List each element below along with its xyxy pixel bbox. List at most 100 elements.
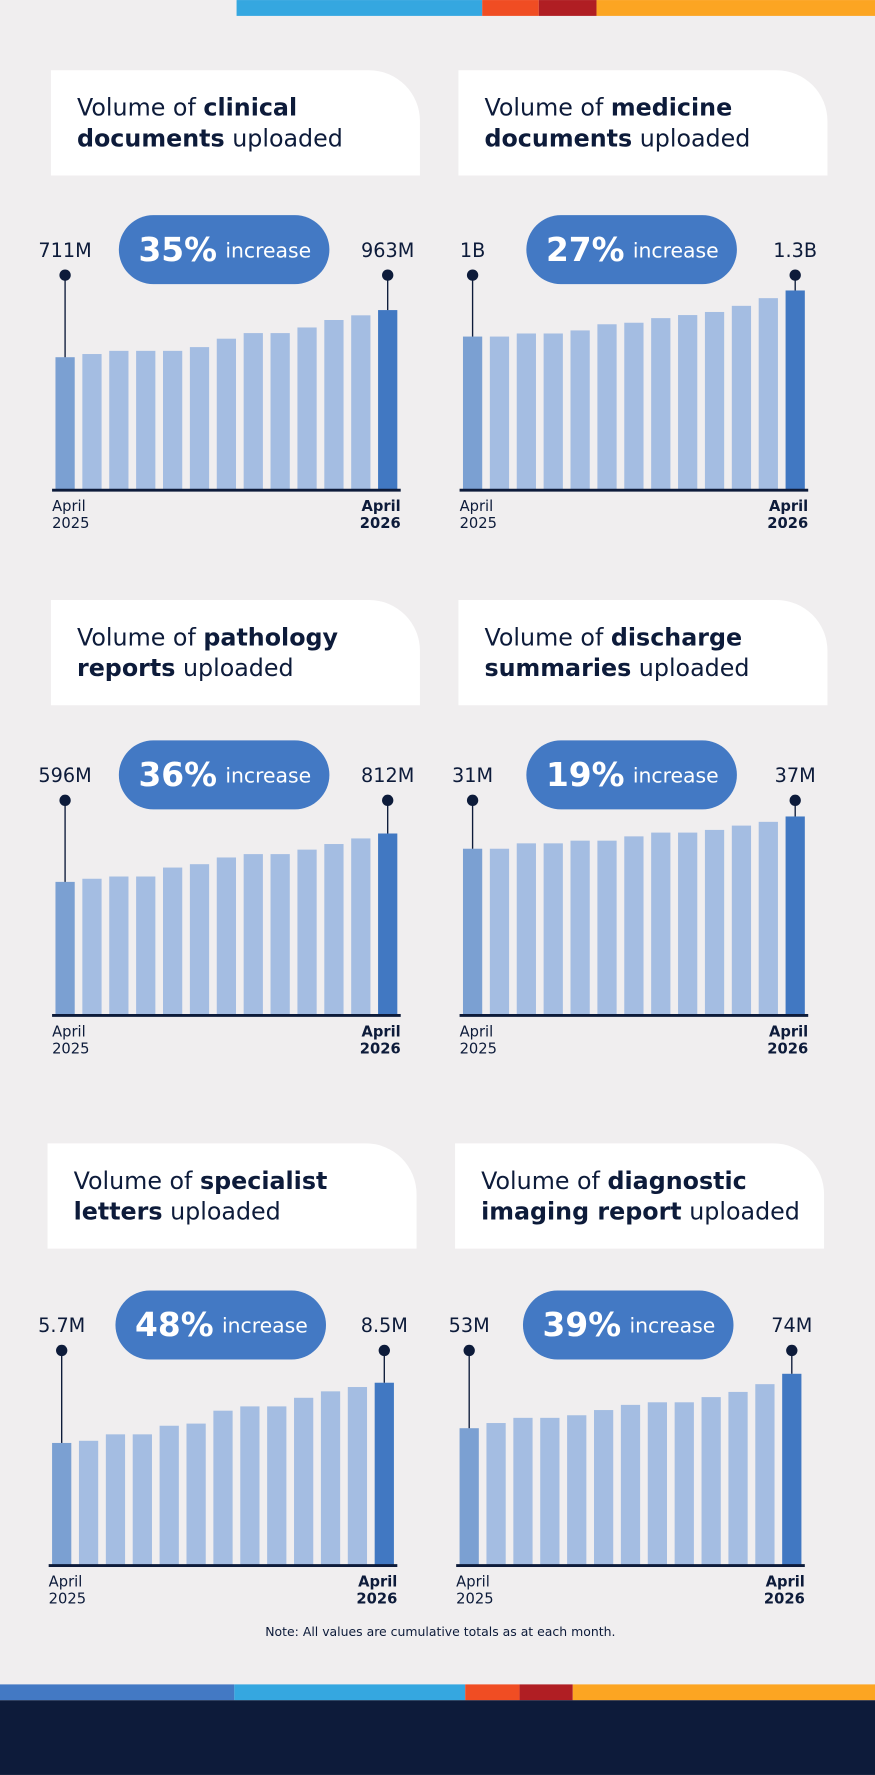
title-bold: summaries bbox=[484, 654, 631, 682]
bar bbox=[782, 1373, 802, 1566]
bar bbox=[731, 305, 752, 491]
bottom-stripe bbox=[0, 1684, 875, 1775]
bar bbox=[462, 336, 483, 491]
title-bold: diagnostic bbox=[608, 1166, 747, 1194]
title-bold: documents bbox=[77, 124, 225, 152]
badge bbox=[118, 740, 330, 810]
tick-line: 2025 bbox=[456, 1590, 493, 1607]
bar bbox=[516, 843, 536, 1016]
bar bbox=[570, 840, 590, 1016]
title-card bbox=[50, 70, 420, 176]
title-tail: uploaded bbox=[232, 124, 343, 152]
tick-line: 2025 bbox=[52, 515, 89, 532]
title-bold: reports bbox=[77, 654, 175, 682]
chart-title: documents uploaded bbox=[484, 124, 750, 152]
bar bbox=[489, 848, 510, 1016]
value-label: 31M bbox=[452, 764, 493, 787]
change-text: increase bbox=[633, 238, 719, 262]
bar bbox=[351, 838, 371, 1016]
bar bbox=[516, 333, 536, 491]
bar bbox=[624, 322, 644, 491]
title-bold: letters bbox=[74, 1197, 163, 1225]
tick-line: April bbox=[766, 1574, 805, 1591]
bar bbox=[243, 333, 263, 491]
tick-line: April bbox=[52, 498, 86, 515]
badge bbox=[118, 215, 330, 285]
value-label: 8.5M bbox=[361, 1314, 408, 1337]
bar bbox=[758, 298, 778, 491]
x-tick-label: April 2026 bbox=[767, 498, 808, 532]
leader-dot bbox=[789, 794, 801, 806]
bar bbox=[620, 1404, 641, 1566]
x-tick-label: April 2026 bbox=[764, 1574, 805, 1608]
bar bbox=[324, 319, 344, 491]
leader-dot bbox=[56, 1344, 68, 1357]
bar bbox=[213, 1410, 233, 1566]
value-label: 596M bbox=[38, 764, 91, 787]
bar bbox=[52, 1442, 72, 1566]
bar bbox=[543, 333, 563, 491]
title-bold: pathology bbox=[203, 623, 338, 651]
x-tick-label: April 2026 bbox=[360, 498, 401, 532]
tick-line: April bbox=[769, 498, 808, 515]
value-label: 74M bbox=[771, 1314, 812, 1337]
bar bbox=[82, 878, 102, 1016]
bar bbox=[570, 330, 590, 491]
bar bbox=[459, 1428, 479, 1566]
chart-title: summaries uploaded bbox=[484, 654, 749, 682]
leader-dot bbox=[382, 269, 394, 281]
tick-line: 2026 bbox=[360, 515, 401, 532]
x-tick-label: April 2025 bbox=[52, 1023, 89, 1057]
change: 19% bbox=[546, 756, 625, 794]
chart-title: reports uploaded bbox=[77, 654, 294, 682]
title-lead: Volume of bbox=[74, 1166, 193, 1194]
chart: Volume of medicine documents uploaded 27% i… bbox=[458, 70, 828, 532]
bar bbox=[320, 1391, 341, 1566]
title-card bbox=[458, 70, 828, 176]
badge bbox=[526, 740, 737, 810]
tick-line: 2025 bbox=[460, 1040, 497, 1057]
bar bbox=[270, 854, 290, 1016]
title-lead: Volume of bbox=[484, 623, 603, 651]
value-label: 963M bbox=[361, 239, 414, 262]
change: 35% bbox=[138, 231, 217, 269]
bar bbox=[105, 1434, 126, 1566]
x-tick-label: April 2025 bbox=[460, 1023, 497, 1057]
change-text: increase bbox=[222, 1314, 308, 1338]
leader-dot bbox=[382, 794, 394, 806]
bar bbox=[785, 816, 805, 1016]
tick-line: 2026 bbox=[360, 1040, 401, 1057]
bar bbox=[597, 840, 617, 1016]
tick-line: 2026 bbox=[764, 1590, 805, 1607]
tick-line: 2026 bbox=[767, 1040, 808, 1057]
bar bbox=[109, 350, 129, 491]
bar bbox=[651, 318, 671, 491]
bar bbox=[347, 1387, 368, 1566]
bar bbox=[513, 1417, 533, 1566]
bar bbox=[785, 290, 805, 491]
tick-line: April bbox=[769, 1023, 808, 1040]
value-label: 5.7M bbox=[38, 1314, 85, 1337]
title-card bbox=[47, 1143, 417, 1249]
leader-dot bbox=[466, 269, 479, 281]
title-lead: Volume of bbox=[484, 93, 603, 121]
bar bbox=[216, 857, 237, 1016]
leader-dot bbox=[789, 269, 801, 281]
bar bbox=[159, 1425, 179, 1566]
x-tick-label: April 2025 bbox=[52, 498, 89, 532]
title-bold: medicine bbox=[611, 93, 732, 121]
chart-title: imaging report uploaded bbox=[481, 1197, 800, 1225]
bar bbox=[597, 324, 617, 491]
bar bbox=[593, 1410, 614, 1566]
bar bbox=[189, 347, 210, 491]
bar bbox=[651, 832, 671, 1016]
value-label: 1B bbox=[460, 239, 485, 262]
bar bbox=[163, 350, 183, 491]
title-lead: Volume of bbox=[77, 623, 196, 651]
bar bbox=[624, 836, 644, 1016]
bar bbox=[701, 1397, 721, 1566]
bar bbox=[294, 1397, 314, 1566]
badge bbox=[522, 1290, 734, 1360]
bar bbox=[55, 881, 75, 1016]
